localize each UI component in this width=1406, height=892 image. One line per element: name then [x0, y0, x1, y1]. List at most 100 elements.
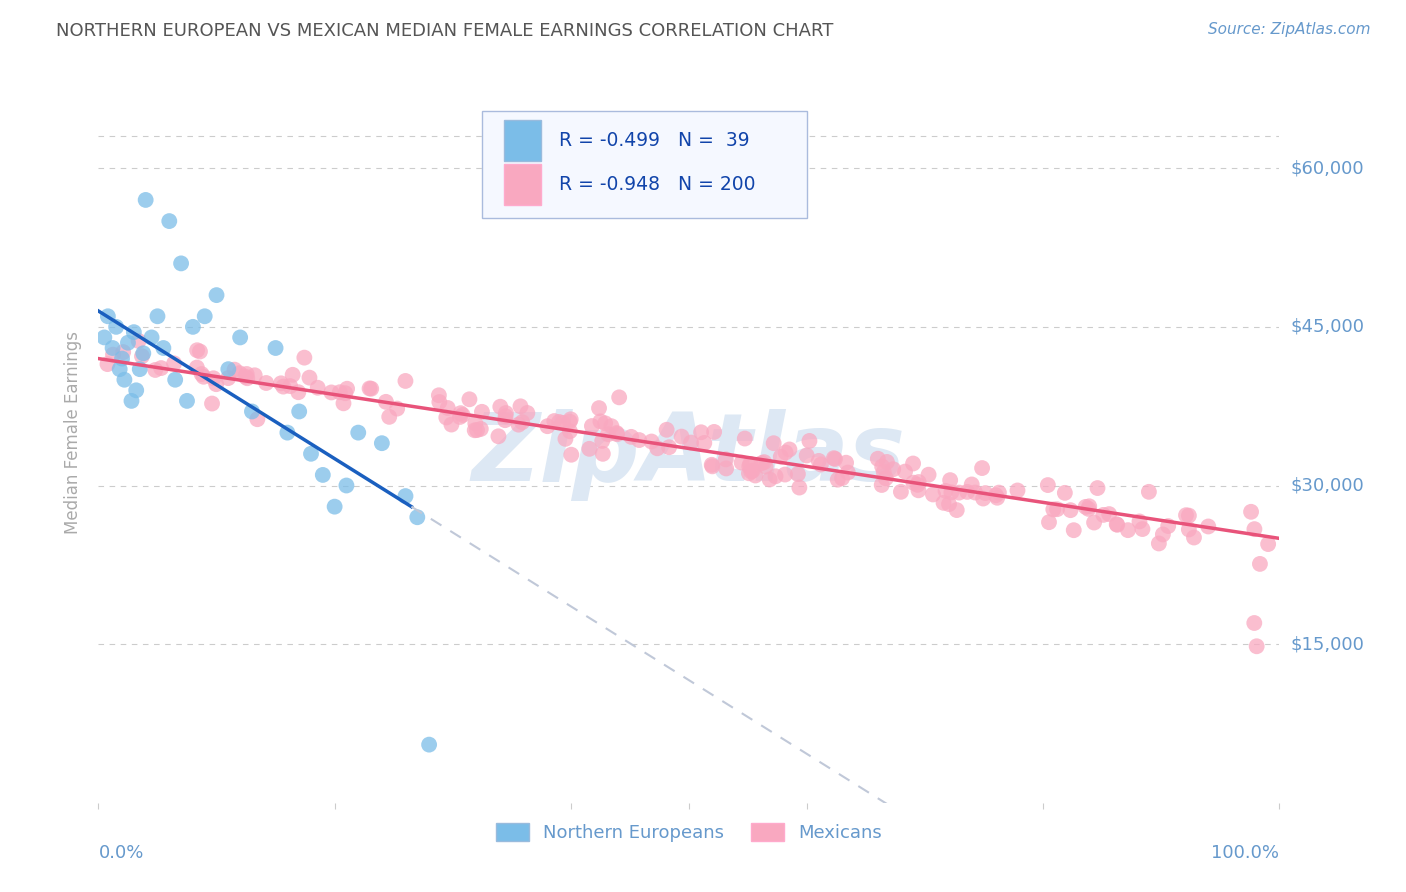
Point: [956, 484, 979, 499]
Point: [1137, 484, 1160, 499]
Point: [823, 451, 845, 466]
Point: [578, 442, 600, 456]
Point: [600, 419, 623, 434]
Point: [714, 452, 737, 467]
Point: [202, 371, 225, 385]
Text: $45,000: $45,000: [1291, 318, 1365, 336]
Point: [292, 351, 315, 365]
Point: [96, 357, 118, 371]
Point: [449, 409, 471, 424]
Point: [1178, 523, 1201, 537]
Point: [132, 346, 155, 360]
Text: $60,000: $60,000: [1291, 159, 1364, 178]
Point: [543, 414, 565, 428]
Point: [1059, 503, 1081, 517]
Point: [870, 459, 893, 474]
Point: [1243, 615, 1265, 630]
Point: [287, 385, 309, 400]
Point: [229, 330, 252, 344]
Point: [1152, 527, 1174, 541]
Point: [560, 448, 582, 462]
Point: [336, 382, 359, 396]
Point: [945, 503, 967, 517]
Point: [907, 483, 929, 498]
Point: [714, 461, 737, 475]
Point: [141, 330, 163, 344]
Point: [932, 496, 955, 510]
Point: [773, 467, 796, 482]
Point: [201, 396, 224, 410]
Point: [965, 485, 987, 500]
Point: [755, 459, 778, 474]
Point: [789, 481, 811, 495]
Point: [607, 390, 630, 404]
Point: [1098, 507, 1121, 521]
Point: [217, 362, 239, 376]
Point: [128, 362, 150, 376]
Point: [807, 454, 830, 468]
Point: [1105, 517, 1128, 532]
Point: [1077, 501, 1099, 516]
Point: [835, 456, 858, 470]
Point: [112, 373, 135, 387]
Point: [824, 452, 846, 467]
Point: [1178, 508, 1201, 523]
Point: [194, 310, 217, 324]
Point: [558, 415, 581, 429]
Point: [205, 288, 228, 302]
Point: [394, 489, 416, 503]
Point: [458, 392, 481, 407]
Point: [170, 256, 193, 270]
Point: [329, 385, 352, 400]
Point: [186, 360, 208, 375]
Point: [516, 406, 538, 420]
Point: [108, 362, 131, 376]
Point: [270, 376, 292, 391]
Point: [217, 371, 239, 385]
Point: [1083, 516, 1105, 530]
Point: [121, 393, 143, 408]
Point: [866, 451, 889, 466]
Point: [796, 449, 818, 463]
Point: [778, 442, 800, 457]
Point: [974, 486, 997, 500]
Point: [894, 465, 917, 479]
Point: [671, 429, 693, 443]
Point: [254, 376, 277, 390]
Point: [205, 377, 228, 392]
Point: [1007, 483, 1029, 498]
Point: [810, 458, 832, 472]
Point: [890, 484, 912, 499]
Point: [246, 412, 269, 426]
Point: [744, 468, 766, 483]
Point: [1074, 500, 1097, 514]
Point: [440, 417, 463, 432]
Point: [628, 433, 651, 447]
Point: [730, 456, 752, 470]
Point: [1087, 481, 1109, 495]
Point: [960, 477, 983, 491]
Point: [186, 343, 208, 358]
Point: [188, 344, 211, 359]
Point: [606, 427, 628, 442]
Y-axis label: Median Female Earnings: Median Female Earnings: [65, 331, 83, 534]
Point: [1063, 523, 1085, 537]
Text: $15,000: $15,000: [1291, 635, 1364, 653]
Point: [588, 401, 610, 416]
Point: [775, 445, 797, 459]
Point: [135, 193, 157, 207]
Text: 100.0%: 100.0%: [1212, 844, 1279, 862]
Point: [299, 447, 322, 461]
Point: [799, 434, 821, 448]
Point: [901, 457, 924, 471]
Point: [1197, 519, 1219, 533]
Text: 0.0%: 0.0%: [98, 844, 143, 862]
Point: [765, 469, 787, 483]
Point: [323, 500, 346, 514]
Text: ZipAtlas: ZipAtlas: [472, 409, 905, 500]
Point: [741, 464, 763, 478]
Point: [769, 450, 792, 464]
Point: [558, 424, 581, 438]
Point: [1132, 522, 1154, 536]
Point: [111, 351, 134, 366]
